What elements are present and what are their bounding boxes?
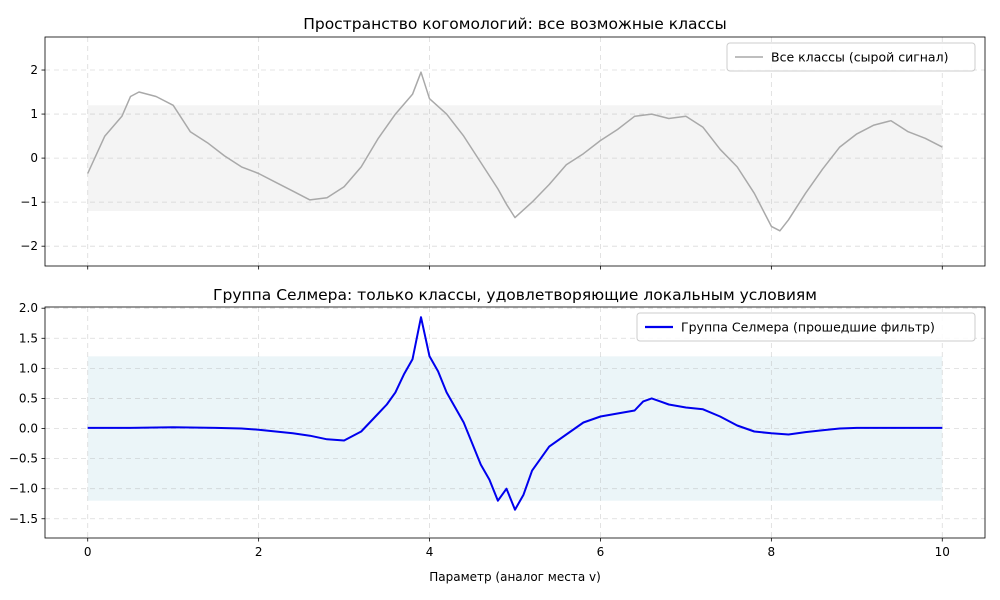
x-tick-label: 8 [768,545,776,559]
x-tick-label: 10 [935,545,950,559]
series-line [87,71,943,232]
y-tick-label: 1.5 [19,331,38,345]
legend-box [636,312,976,342]
y-tick-label: −1.0 [9,482,38,496]
threshold-band [87,105,943,211]
y-tick-label: 0.5 [19,391,38,405]
y-tick-label: 1 [30,107,38,121]
legend: Группа Селмера (прошедшие фильтр) [636,312,976,342]
legend-box [726,42,976,72]
legend-label: Группа Селмера (прошедшие фильтр) [681,320,935,335]
x-tick-label: 6 [597,545,605,559]
selmer-panel: Группа Селмера: только классы, удовлетво… [9,286,986,584]
x-tick-label: 0 [84,545,92,559]
series-line [87,316,943,511]
y-tick-label: 1.0 [19,361,38,375]
y-tick-label: 0 [30,151,38,165]
y-tick-label: −1.5 [9,512,38,526]
y-tick-label: −0.5 [9,452,38,466]
y-tick-label: −1 [20,195,38,209]
y-tick-label: 2.0 [19,301,38,315]
x-axis-label: Параметр (аналог места v) [429,570,601,584]
cohomology-panel: Пространство когомологий: все возможные … [20,15,986,270]
legend: Все классы (сырой сигнал) [726,42,976,72]
x-tick-label: 2 [255,545,263,559]
y-tick-label: −2 [20,239,38,253]
y-tick-label: 0.0 [19,422,38,436]
x-tick-label: 4 [426,545,434,559]
panel-title: Пространство когомологий: все возможные … [303,15,727,33]
panel-title: Группа Селмера: только классы, удовлетво… [213,286,817,304]
y-tick-label: 2 [30,63,38,77]
axes-frame [44,36,986,267]
axes-frame [44,306,986,539]
legend-label: Все классы (сырой сигнал) [771,50,948,65]
